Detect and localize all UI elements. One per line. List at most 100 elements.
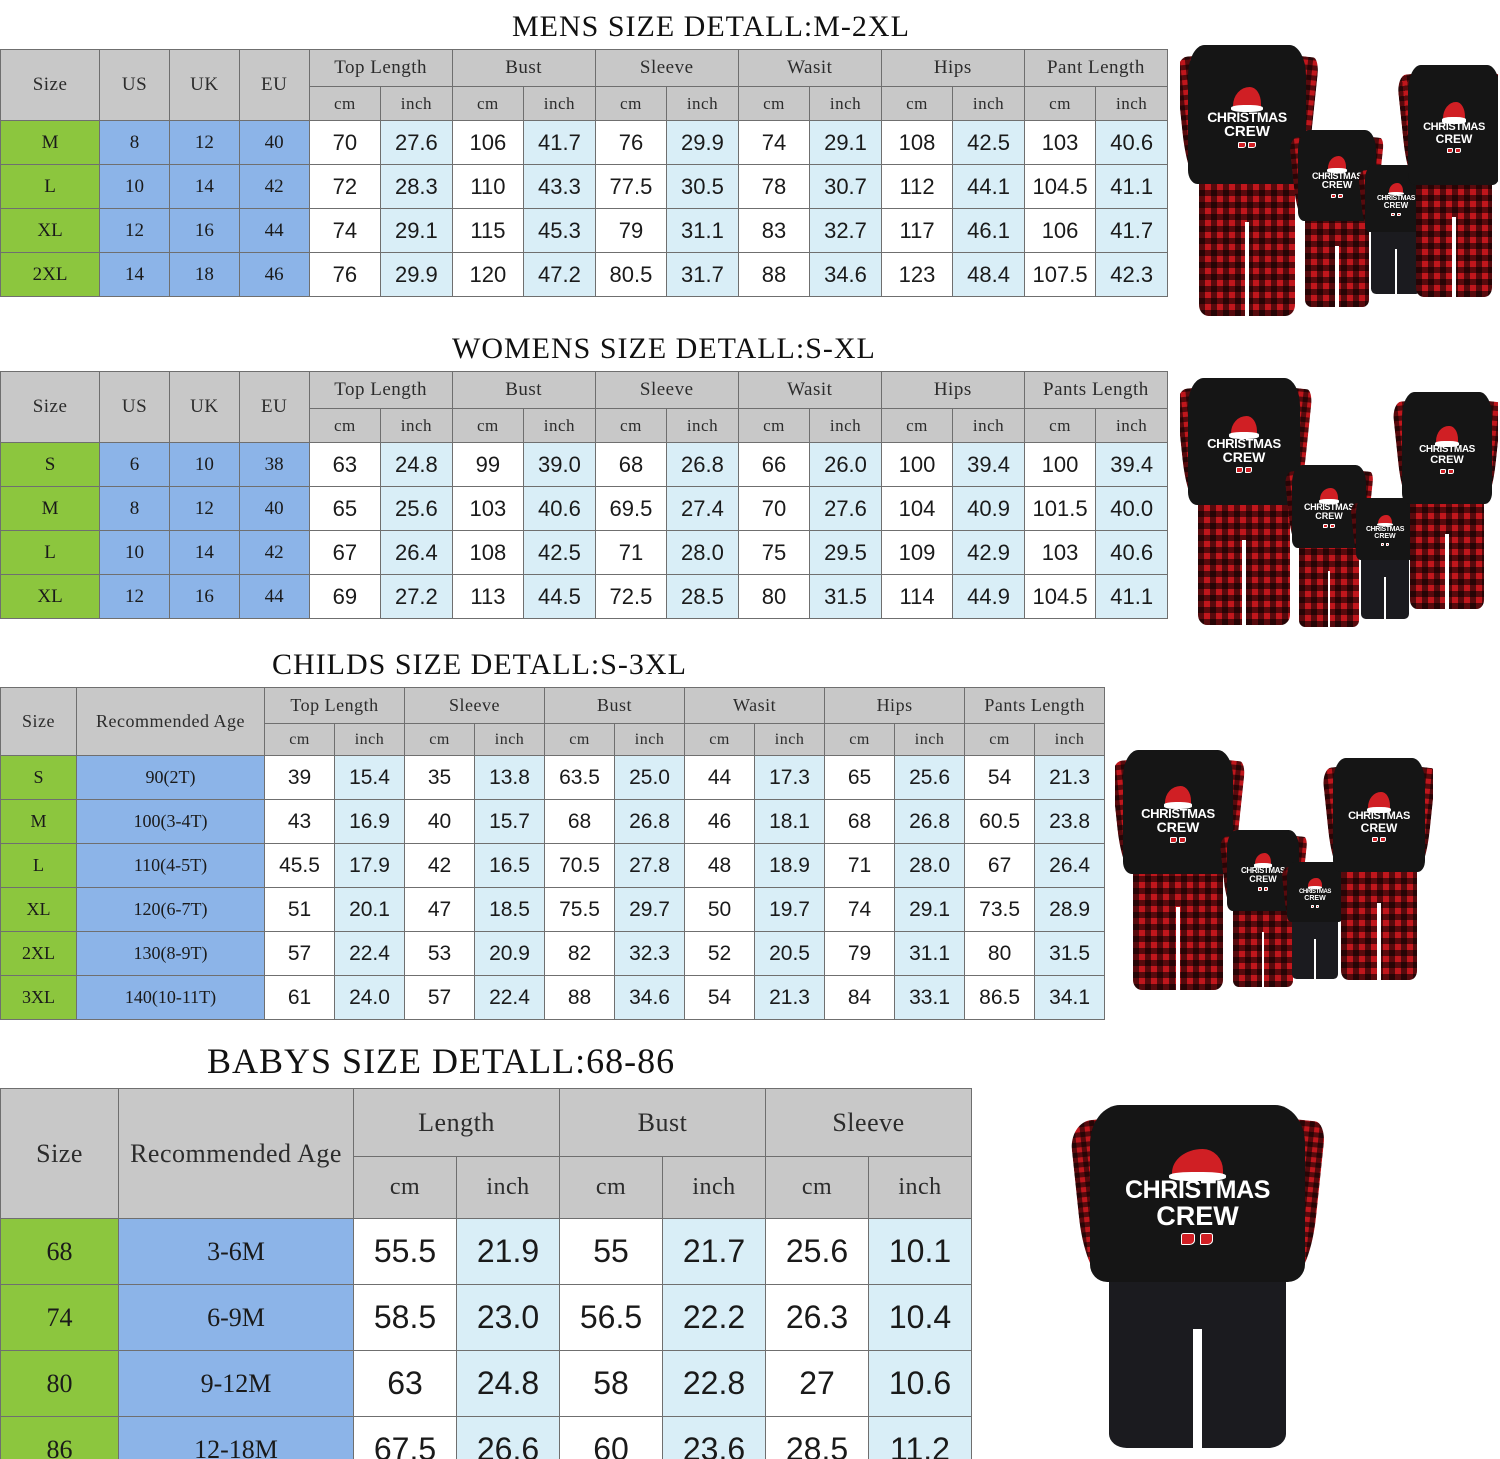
cell-inch: 42.5 <box>523 530 596 575</box>
cell-inch: 17.3 <box>754 755 826 800</box>
mens-size-table: Size US UK EU Top Length Bust Sleeve Wasit Hips P… <box>0 49 1169 297</box>
cell-cm: 60.5 <box>964 799 1036 844</box>
christmas-crew-graphic: CHRISTMAS CREW <box>1377 180 1415 218</box>
cell-inch: 26.0 <box>809 442 882 487</box>
cell-cm: 80 <box>964 931 1036 976</box>
cell-inch: 24.0 <box>333 975 406 1020</box>
table-header-row-group: Size Recommended Age Length Bust Sleeve <box>0 1088 972 1219</box>
table-row: M 100(3-4T) 43 16.9 40 15.7 68 26.8 46 18.1 68 26.8… <box>0 799 1106 844</box>
christmas-crew-graphic: CHRISTMAS CREW <box>1348 784 1410 850</box>
column-group-sleeve: Sleeve <box>765 1088 972 1157</box>
cell-size: M <box>0 486 101 531</box>
cell-us: 8 <box>99 486 170 531</box>
cell-inch: 22.8 <box>662 1350 766 1417</box>
christmas-crew-graphic: CHRISTMAS CREW <box>1125 1146 1270 1248</box>
pants-gap <box>1193 1329 1202 1449</box>
cell-cm: 75 <box>737 530 811 575</box>
cell-inch: 43.3 <box>523 164 596 209</box>
cell-inch: 28.5 <box>666 574 739 619</box>
santa-hat-icon <box>1163 785 1193 809</box>
cell-cm: 47 <box>404 887 476 932</box>
cell-inch: 10.6 <box>868 1350 972 1417</box>
table-row: L 110(4-5T) 45.5 17.9 42 16.5 70.5 27.8 48 18.9 71… <box>0 843 1106 888</box>
cell-cm: 88 <box>544 975 616 1020</box>
cell-eu: 42 <box>238 530 310 575</box>
cell-cm: 60 <box>559 1416 663 1459</box>
cell-inch: 41.1 <box>1095 574 1168 619</box>
column-group-wasit: Wasit <box>737 49 882 87</box>
cell-inch: 30.7 <box>809 164 882 209</box>
cell-inch: 28.3 <box>380 164 453 209</box>
cell-cm: 55 <box>559 1218 663 1285</box>
pants-gap <box>1261 932 1265 987</box>
cell-inch: 25.6 <box>894 755 966 800</box>
column-group-sleeve: Sleeve <box>594 49 739 87</box>
cell-uk: 10 <box>168 442 240 487</box>
christmas-crew-graphic: CHRISTMAS CREW <box>1299 876 1331 911</box>
unit-header-inch: inch <box>666 408 739 443</box>
unit-header-inch: inch <box>523 408 596 443</box>
column-group-hips: Hips <box>880 49 1025 87</box>
unit-header-inch: inch <box>1095 408 1168 443</box>
cell-cm: 108 <box>880 120 954 165</box>
table-row: XL 12 16 44 74 29.1 115 45.3 79 31.1 83 32.7 117 46.1… <box>0 208 1168 253</box>
cell-cm: 35 <box>404 755 476 800</box>
cell-cm: 48 <box>684 843 756 888</box>
cell-uk: 12 <box>168 120 240 165</box>
cell-cm: 86.5 <box>964 975 1036 1020</box>
unit-header-inch: inch <box>809 408 882 443</box>
cell-uk: 16 <box>168 208 240 253</box>
elf-boots-icon <box>1322 523 1335 528</box>
cell-size: 80 <box>0 1350 119 1417</box>
unit-header-inch: inch <box>666 86 739 121</box>
cell-size: 2XL <box>0 931 77 976</box>
cell-cm: 114 <box>880 574 954 619</box>
table-header-row-units: cm inch cm inch cm inch cm inch cm inch cm inch <box>1 723 1106 756</box>
graphic-line-1: CHRISTMAS <box>1207 108 1287 125</box>
cell-inch: 39.4 <box>1095 442 1168 487</box>
cell-inch: 40.9 <box>952 486 1025 531</box>
pants-gap <box>1241 539 1247 626</box>
santa-hat-icon <box>1307 878 1323 890</box>
cell-inch: 29.5 <box>809 530 882 575</box>
product-photo-family-mens: CHRISTMAS CREW CHRISTMAS CREW CHRISTMAS CREW C… <box>1180 35 1498 345</box>
cell-cm: 70 <box>308 120 382 165</box>
cell-cm: 104.5 <box>1023 574 1097 619</box>
elf-boots-icon <box>1439 468 1454 474</box>
garment-child: CHRISTMAS CREW <box>1219 830 1307 987</box>
cell-inch: 28.0 <box>894 843 966 888</box>
cell-inch: 13.8 <box>474 755 546 800</box>
cell-inch: 48.4 <box>952 252 1025 297</box>
cell-inch: 25.0 <box>614 755 686 800</box>
cell-eu: 46 <box>238 252 310 297</box>
garment-dad: CHRISTMAS CREW <box>1180 378 1313 626</box>
cell-inch: 25.6 <box>380 486 453 531</box>
cell-inch: 40.6 <box>1095 120 1168 165</box>
cell-inch: 27.8 <box>614 843 686 888</box>
graphic-line-2: CREW <box>1304 895 1326 903</box>
table-row: M 8 12 40 70 27.6 106 41.7 76 29.9 74 29.1 108 42.5 10… <box>0 120 1168 165</box>
cell-inch: 27.6 <box>809 486 882 531</box>
cell-inch: 22.2 <box>662 1284 766 1351</box>
elf-boots-icon <box>1169 836 1186 843</box>
column-group-top-length: Top Length <box>308 49 453 87</box>
garment-mom: CHRISTMAS CREW <box>1397 65 1498 298</box>
cell-inch: 29.7 <box>614 887 686 932</box>
cell-inch: 23.6 <box>662 1416 766 1459</box>
cell-inch: 32.7 <box>809 208 882 253</box>
pajama-top <box>1408 65 1498 185</box>
cell-cm: 103 <box>1023 530 1097 575</box>
cell-cm: 26.3 <box>765 1284 869 1351</box>
unit-header-inch: inch <box>380 86 453 121</box>
cell-cm: 40 <box>404 799 476 844</box>
cell-eu: 42 <box>238 164 310 209</box>
table-row: 80 9-12M 63 24.8 58 22.8 27 10.6 <box>0 1350 972 1417</box>
cell-recommended-age: 100(3-4T) <box>76 799 265 844</box>
pants-gap <box>1327 570 1331 627</box>
cell-us: 10 <box>99 530 170 575</box>
cell-cm: 83 <box>737 208 811 253</box>
graphic-line-2: CREW <box>1321 180 1353 192</box>
table-row: 2XL 14 18 46 76 29.9 120 47.2 80.5 31.7 88 34.6 123 4… <box>0 252 1168 297</box>
cell-cm: 100 <box>880 442 954 487</box>
